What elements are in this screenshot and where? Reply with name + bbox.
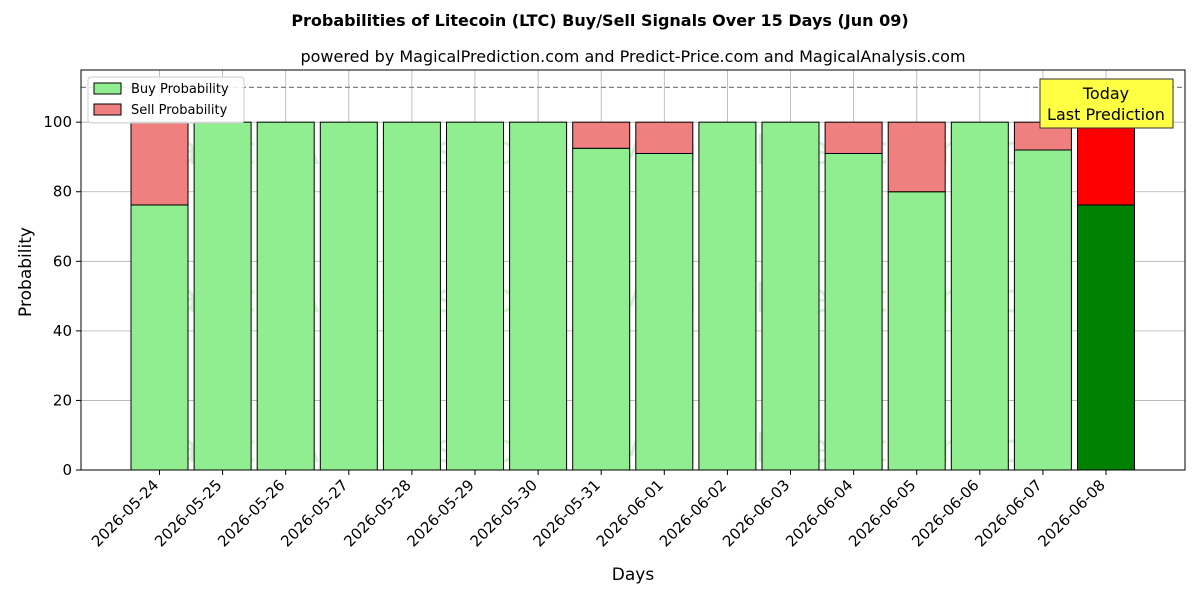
x-tick-label: 2026-06-03 [719, 476, 793, 550]
bar-buy-2026-05-27 [319, 121, 378, 471]
chart-title: Probabilities of Litecoin (LTC) Buy/Sell… [291, 11, 908, 30]
y-tick-label: 60 [53, 252, 72, 270]
bar-buy-2026-06-02 [698, 121, 757, 471]
x-tick-label: 2026-06-02 [656, 476, 730, 550]
x-tick-label: 2026-06-07 [971, 476, 1045, 550]
bar-buy-2026-05-30 [509, 121, 568, 471]
x-axis-ticks: 2026-05-242026-05-252026-05-262026-05-27… [88, 470, 1109, 550]
chart-subtitle: powered by MagicalPrediction.com and Pre… [300, 47, 965, 66]
x-tick-label: 2026-05-29 [403, 476, 477, 550]
today-annotation: Today Last Prediction [1039, 78, 1174, 129]
x-tick-label: 2026-06-01 [593, 476, 667, 550]
bar-buy-2026-05-24 [130, 204, 189, 471]
x-tick-label: 2026-05-28 [340, 476, 414, 550]
y-axis-label: Probability [16, 227, 36, 317]
bar-buy-2026-06-01 [635, 152, 694, 471]
bar-buy-2026-06-08 [1077, 204, 1135, 471]
bar-buy-2026-06-05 [887, 191, 946, 471]
bar-buy-2026-06-07 [1013, 149, 1072, 471]
bar-sell-2026-06-01 [635, 121, 694, 154]
today-annotation-box [1039, 78, 1174, 129]
y-tick-label: 100 [43, 113, 72, 131]
legend-label-buy: Buy Probability [131, 82, 229, 97]
bar-buy-2026-06-04 [824, 152, 883, 471]
bar-buy-2026-06-06 [950, 121, 1009, 471]
x-tick-label: 2026-05-24 [88, 476, 162, 550]
x-tick-label: 2026-05-31 [530, 476, 604, 550]
x-tick-label: 2026-06-08 [1034, 476, 1108, 550]
bar-sell-2026-06-05 [887, 121, 946, 193]
bar-sell-2026-05-31 [572, 121, 631, 149]
legend-label-sell: Sell Probability [131, 103, 228, 118]
bar-sell-2026-06-08 [1077, 121, 1135, 206]
bar-sell-2026-06-04 [824, 121, 883, 154]
y-tick-label: 80 [53, 183, 72, 201]
x-tick-label: 2026-05-27 [277, 476, 351, 550]
y-axis-ticks: 0 20 40 60 80 100 [43, 113, 81, 479]
plot-border [80, 69, 1186, 471]
legend-swatch-sell [93, 103, 122, 116]
bar-buy-2026-05-26 [256, 121, 315, 471]
legend: Buy Probability Sell Probability [87, 76, 245, 124]
legend-box [87, 76, 245, 124]
today-annotation-line2: Last Prediction [1047, 105, 1165, 124]
bar-buy-2026-05-28 [382, 121, 441, 471]
x-tick-label: 2026-06-06 [908, 476, 982, 550]
bars [130, 121, 1135, 471]
today-annotation-line1: Today [1082, 84, 1129, 103]
y-tick-label: 40 [53, 322, 72, 340]
bar-buy-2026-05-31 [572, 147, 631, 471]
x-axis-label: Days [612, 565, 655, 585]
bar-buy-2026-05-29 [446, 121, 504, 471]
x-tick-label: 2026-06-04 [782, 476, 856, 550]
bar-sell-2026-05-24 [130, 121, 189, 206]
x-tick-label: 2026-05-30 [467, 476, 541, 550]
bar-buy-2026-06-03 [761, 121, 820, 471]
x-tick-label: 2026-05-25 [151, 476, 225, 550]
y-tick-label: 0 [62, 461, 72, 479]
x-tick-label: 2026-05-26 [214, 476, 288, 550]
y-tick-label: 20 [53, 391, 72, 409]
legend-swatch-buy [93, 82, 122, 95]
x-tick-label: 2026-06-05 [845, 476, 919, 550]
bar-buy-2026-05-25 [193, 121, 252, 471]
